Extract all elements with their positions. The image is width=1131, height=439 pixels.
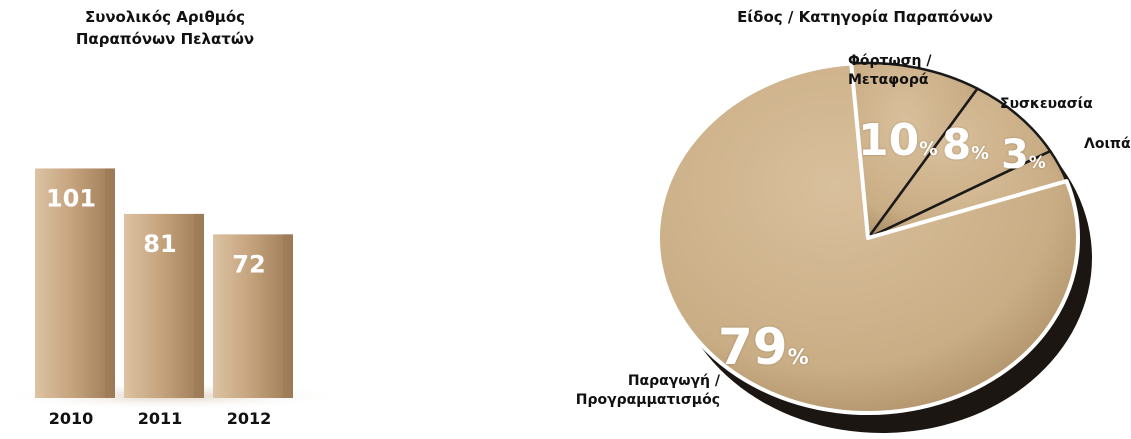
pie-pct-packaging: 8% — [942, 120, 989, 169]
bar-chart-title-line-1: Συνολικός Αριθμός — [84, 8, 246, 26]
pie-pct-production: 79% — [718, 318, 809, 376]
pie-label-production-line-1: Παραγωγή / — [627, 373, 720, 389]
bar-value-label-2012: 72 — [232, 250, 265, 278]
bar-category-label-2010: 2010 — [49, 409, 94, 428]
bar-2012 — [213, 234, 293, 398]
pie-pct-production-unit: % — [787, 345, 809, 369]
pie-pct-other-unit: % — [1028, 152, 1046, 172]
bar-2010 — [35, 168, 115, 398]
pie-chart-title: Είδος / Κατηγορία Παραπόνων — [737, 8, 993, 26]
pie-pct-packaging-value: 8 — [942, 120, 972, 169]
bar-category-label-2012: 2012 — [227, 409, 272, 428]
pie-slice-production — [656, 61, 1080, 415]
pie-pct-loading: 10% — [858, 115, 938, 166]
pie-pct-loading-value: 10 — [858, 115, 920, 166]
pie-label-production: Παραγωγή / Προγραμματισμός — [570, 372, 720, 410]
pie-label-other: Λοιπά — [1084, 135, 1131, 154]
pie-pct-other: 3% — [1001, 132, 1046, 178]
pie-pct-packaging-unit: % — [971, 144, 989, 164]
pie-pct-production-value: 79 — [718, 318, 788, 376]
pie-slice-loading — [849, 61, 979, 240]
bar-2011 — [124, 213, 204, 398]
pie-label-packaging-line-1: Συσκευασία — [1000, 96, 1093, 112]
bar-chart-title: Συνολικός Αριθμός Παραπόνων Πελατών — [40, 6, 290, 50]
bar-chart-title-line-2: Παραπόνων Πελατών — [75, 30, 255, 48]
bar-side-2011 — [194, 213, 204, 398]
pie-label-production-line-2: Προγραμματισμός — [575, 392, 720, 408]
bar-category-label-2011: 2011 — [138, 409, 183, 428]
pie-pct-other-value: 3 — [1001, 132, 1029, 178]
bar-side-2010 — [105, 168, 115, 398]
pie-slice-packaging — [866, 87, 1052, 240]
pie-pct-loading-unit: % — [919, 139, 938, 160]
pie-label-loading-line-2: Μεταφορά — [848, 72, 929, 88]
bar-side-2012 — [283, 234, 293, 398]
pie-label-other-line-1: Λοιπά — [1084, 136, 1131, 152]
bar-value-label-2010: 101 — [46, 184, 96, 212]
pie-label-loading-line-1: Φόρτωση / — [848, 53, 932, 69]
pie-label-loading: Φόρτωση / Μεταφορά — [848, 52, 932, 90]
bar-value-label-2011: 81 — [143, 230, 176, 258]
pie-label-packaging: Συσκευασία — [1000, 95, 1093, 114]
